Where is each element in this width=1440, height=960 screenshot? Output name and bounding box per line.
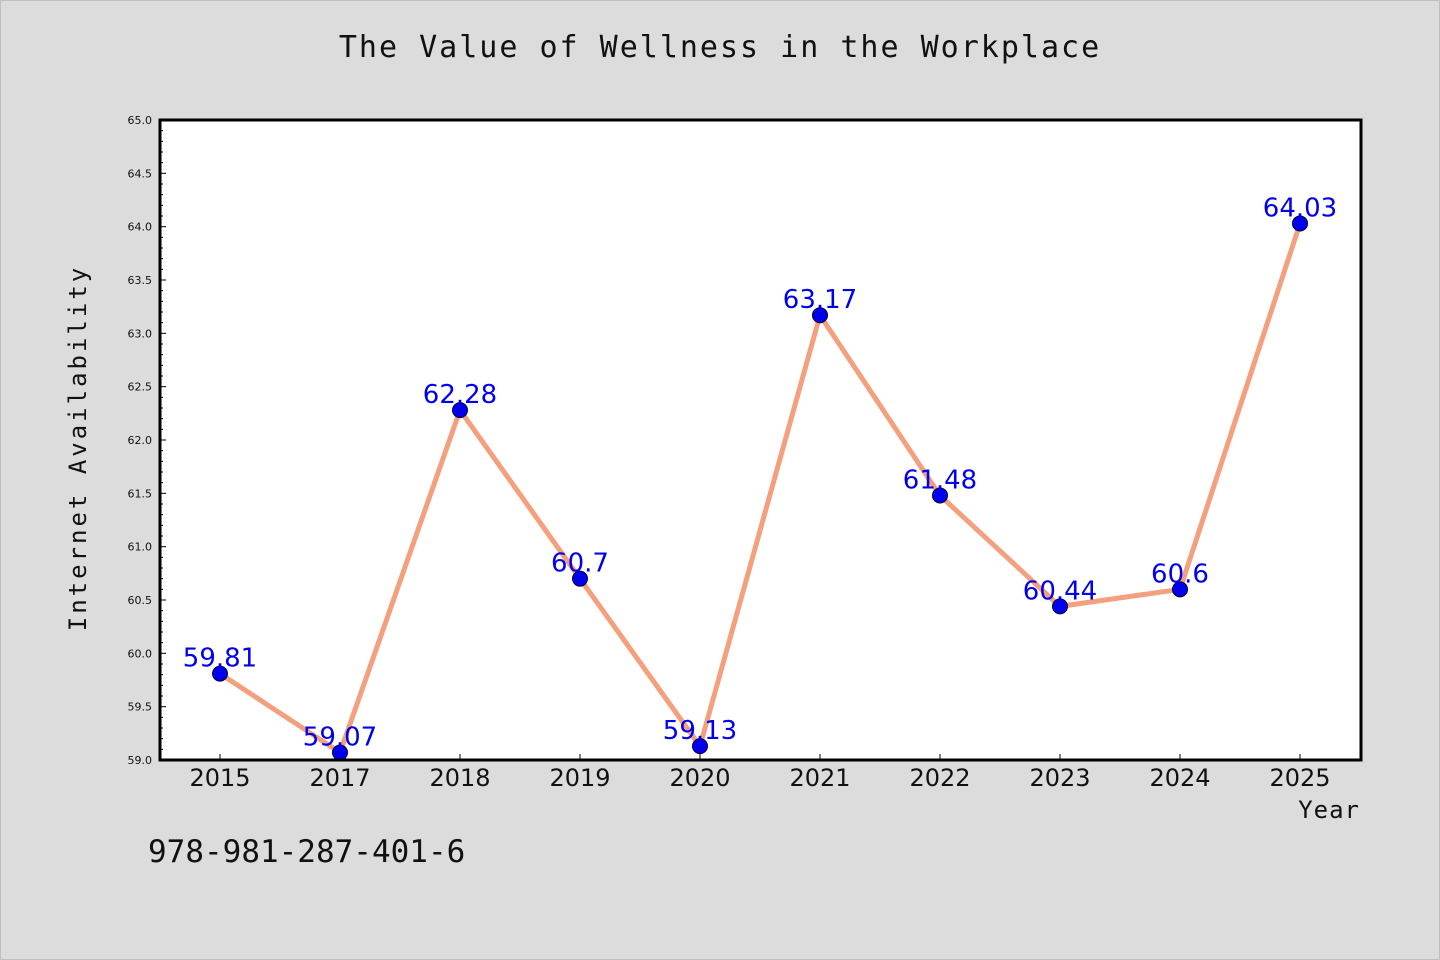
data-label: 59.13 bbox=[663, 716, 737, 746]
x-tick-label: 2023 bbox=[1029, 764, 1090, 792]
y-tick-label: 59.5 bbox=[128, 701, 153, 714]
data-point bbox=[1292, 215, 1308, 232]
data-point bbox=[1052, 598, 1068, 615]
y-tick-label: 64.0 bbox=[128, 221, 153, 234]
x-axis-ticks: 2015 2017 2018 2019 2020 2021 2022 2023 2024 2025 bbox=[189, 754, 1331, 792]
x-tick-label: 2018 bbox=[429, 764, 490, 792]
series-group: 59.81 59.07 62.28 60.7 59.13 63.17 61.48 60.44 6… bbox=[183, 193, 1337, 761]
x-tick-label: 2022 bbox=[909, 764, 970, 792]
y-tick-label: 65.0 bbox=[128, 114, 153, 127]
y-tick-label: 63.0 bbox=[128, 327, 153, 340]
data-label: 60.6 bbox=[1151, 559, 1209, 589]
x-tick-label: 2021 bbox=[789, 764, 850, 792]
y-tick-label: 61.5 bbox=[128, 487, 153, 500]
data-label: 61.48 bbox=[903, 465, 977, 495]
data-label: 60.44 bbox=[1023, 576, 1097, 606]
x-axis-label: Year bbox=[1298, 796, 1360, 824]
chart-title: The Value of Wellness in the Workplace bbox=[338, 30, 1102, 65]
y-tick-label: 61.0 bbox=[128, 541, 153, 554]
y-tick-label: 63.5 bbox=[128, 274, 153, 287]
y-tick-label: 60.5 bbox=[128, 594, 153, 607]
x-tick-label: 2015 bbox=[189, 764, 250, 792]
data-label: 62.28 bbox=[423, 380, 497, 410]
x-tick-label: 2017 bbox=[309, 764, 370, 792]
isbn-note: 978-981-287-401-6 bbox=[148, 834, 466, 870]
data-point bbox=[1172, 581, 1188, 598]
y-tick-label: 62.5 bbox=[128, 381, 153, 394]
x-tick-label: 2025 bbox=[1269, 764, 1330, 792]
data-label: 59.81 bbox=[183, 644, 257, 674]
x-tick-label: 2020 bbox=[669, 764, 730, 792]
data-point bbox=[812, 307, 828, 324]
y-tick-label: 60.0 bbox=[128, 647, 153, 660]
y-tick-label: 62.0 bbox=[128, 434, 153, 447]
x-tick-label: 2019 bbox=[549, 764, 610, 792]
plot-border bbox=[158, 118, 1363, 762]
data-label: 63.17 bbox=[783, 285, 857, 315]
data-label: 64.03 bbox=[1263, 193, 1337, 223]
data-label: 59.07 bbox=[303, 723, 377, 753]
plot-area bbox=[160, 120, 1361, 760]
series-line bbox=[217, 220, 1303, 756]
y-axis-ticks: 59.0 59.5 60.0 60.5 61.0 61.5 62.0 62.5 63.0 63.5… bbox=[128, 114, 166, 767]
y-tick-label: 59.0 bbox=[128, 754, 153, 767]
data-point bbox=[932, 487, 948, 504]
data-point bbox=[692, 738, 708, 755]
data-label: 60.7 bbox=[551, 549, 609, 579]
data-point bbox=[572, 570, 588, 587]
x-tick-label: 2024 bbox=[1149, 764, 1210, 792]
data-point bbox=[212, 665, 228, 682]
data-point bbox=[452, 402, 468, 419]
y-tick-label: 64.5 bbox=[128, 167, 153, 180]
